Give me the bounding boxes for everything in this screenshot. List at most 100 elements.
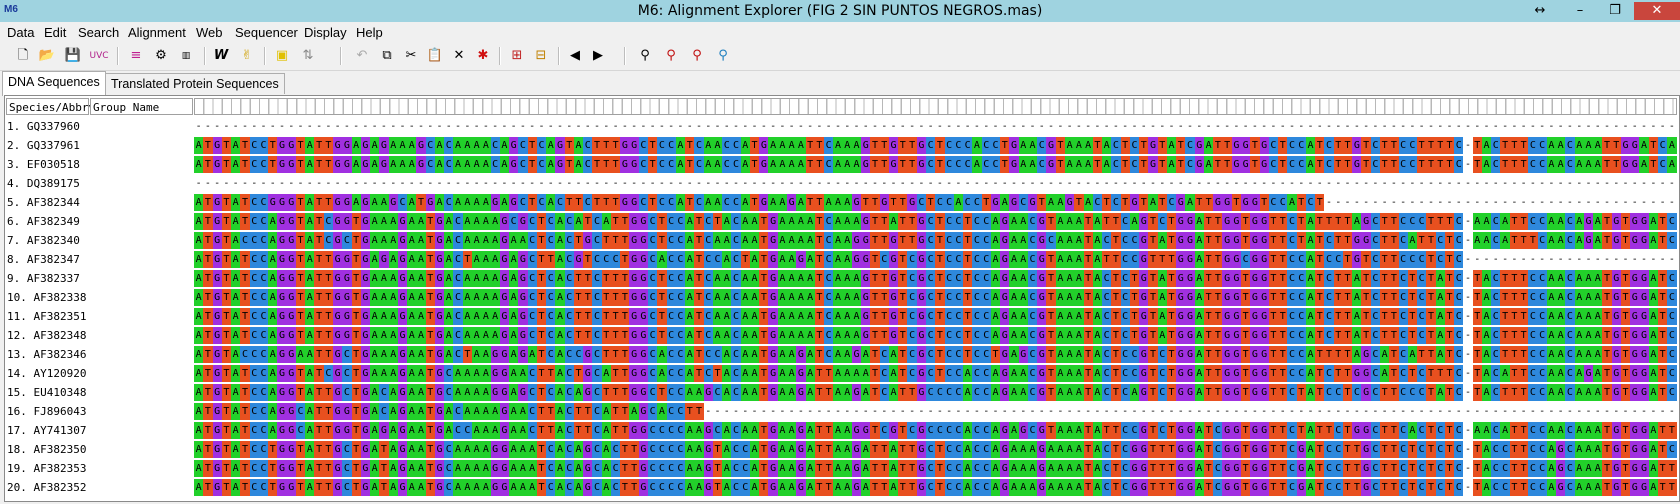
sequence-name[interactable]: 7. AF382340 xyxy=(7,234,80,247)
group-name-cell[interactable] xyxy=(89,402,192,421)
sequence-name[interactable]: 4. DQ389175 xyxy=(7,177,80,190)
sequence-row[interactable]: 18. AF382350 A T G T A T C C T G G T A T T G C T G A T A G A A T G C… xyxy=(5,440,1679,459)
minimize-button[interactable]: – xyxy=(1576,3,1584,18)
w-icon[interactable]: W xyxy=(213,48,229,63)
group-name-cell[interactable] xyxy=(89,307,192,326)
sequence-row[interactable]: 12. AF382348 A T G T A T C C A G G T A T T G G T G A A A G A A T G A… xyxy=(5,326,1679,345)
sequence-row[interactable]: 9. AF382337 A T G T A T C C A G G T A T T G G T G A A A G A A T G A C… xyxy=(5,269,1679,288)
sequence-row[interactable]: 17. AY741307 A T G T A T C C A G G C A T T G G T G A G A G A A T G A… xyxy=(5,421,1679,440)
close-button[interactable]: ✕ xyxy=(1634,2,1680,20)
sequence-row[interactable]: 20. AF382352 A T G T A T C C T G G T A T T G C T G A T A G A A T G C… xyxy=(5,478,1679,497)
find-next-icon[interactable]: ⚲ xyxy=(692,48,702,63)
tab-translated-protein-sequences[interactable]: Translated Protein Sequences xyxy=(105,73,285,94)
sequence-row[interactable]: 1. GQ337960 - - - - - - - - - - - - - - - - - - - - - - - - - - - - -… xyxy=(5,117,1679,136)
sequence-row[interactable]: 5. AF382344 A T G T A T C C G G G T A T T G G A G A A G C A T G A C A… xyxy=(5,193,1679,212)
next-icon[interactable]: ▶ xyxy=(593,48,603,63)
menu-sequencer[interactable]: Sequencer xyxy=(235,25,298,40)
sequence-data[interactable]: ----------------------------------------… xyxy=(194,118,1677,135)
group-name-cell[interactable] xyxy=(89,364,192,383)
mega-app-icon[interactable]: M6 xyxy=(4,4,18,15)
sequence-row[interactable]: 15. EU410348 A T G T A T C C A G G T A T T G C T G A C A G A A T G C… xyxy=(5,383,1679,402)
sequence-row[interactable]: 13. AF382346 A T G T A C C C A G G A A T T G C T G A A A G A A T G A… xyxy=(5,345,1679,364)
group-name-cell[interactable] xyxy=(89,269,192,288)
muscle-icon[interactable]: ✌ xyxy=(241,48,253,63)
sequence-name[interactable]: 18. AF382350 xyxy=(7,443,87,456)
maximize-button[interactable]: ❐ xyxy=(1609,3,1621,18)
group-name-cell[interactable] xyxy=(89,421,192,440)
undo-icon[interactable]: ↶ xyxy=(356,48,368,63)
sequence-row[interactable]: 19. AF382353 A T G T A T C C T G G T A T T G C T G A T A G A A T G C… xyxy=(5,459,1679,478)
sequence-data[interactable]: ----------------------------------------… xyxy=(194,175,1677,192)
group-column-header[interactable]: Group Name xyxy=(90,98,193,115)
group-name-cell[interactable] xyxy=(89,440,192,459)
cut-icon[interactable]: ✂ xyxy=(405,48,417,63)
sequence-row[interactable]: 4. DQ389175 - - - - - - - - - - - - - - - - - - - - - - - - - - - - -… xyxy=(5,174,1679,193)
site-ruler[interactable] xyxy=(194,98,1677,115)
group-name-cell[interactable] xyxy=(89,174,192,193)
menu-search[interactable]: Search xyxy=(78,25,120,40)
menu-edit[interactable]: Edit xyxy=(44,25,67,40)
group-name-cell[interactable] xyxy=(89,231,192,250)
sequence-row[interactable]: 6. AF382349 A T G T A T C C A G G T A T C G G T G A A A G A A T G A C… xyxy=(5,212,1679,231)
sequence-name[interactable]: 1. GQ337960 xyxy=(7,120,80,133)
sequence-name[interactable]: 19. AF382353 xyxy=(7,462,87,475)
sequence-row[interactable]: 10. AF382338 A T G T A T C C A G G T A T T G G T G A A A G A A T G A… xyxy=(5,288,1679,307)
sequence-name[interactable]: 3. EF030518 xyxy=(7,158,80,171)
prev-icon[interactable]: ◀ xyxy=(570,48,580,63)
open-icon[interactable]: 📂 xyxy=(38,48,56,63)
sequence-name[interactable]: 10. AF382338 xyxy=(7,291,87,304)
sequence-name[interactable]: 17. AY741307 xyxy=(7,424,87,437)
delete-gap-icon[interactable]: ✱ xyxy=(477,48,489,63)
menu-alignment[interactable]: Alignment xyxy=(128,25,186,40)
tab-dna-sequences[interactable]: DNA Sequences xyxy=(2,71,106,96)
delete-icon[interactable]: ✕ xyxy=(453,48,465,63)
sequence-name[interactable]: 5. AF382344 xyxy=(7,196,80,209)
sequence-name[interactable]: 8. AF382347 xyxy=(7,253,80,266)
sequence-row[interactable]: 7. AF382340 A T G T A C C C A G G T A T C G C T G A A A G A A T G A C… xyxy=(5,231,1679,250)
group-name-cell[interactable] xyxy=(89,288,192,307)
sequence-name[interactable]: 9. AF382337 xyxy=(7,272,80,285)
group-name-cell[interactable] xyxy=(89,155,192,174)
sequence-row[interactable]: 11. AF382351 A T G T A T C C A G G T A T T G G T G A A A G A A T G A… xyxy=(5,307,1679,326)
group-name-cell[interactable] xyxy=(89,326,192,345)
sequence-name[interactable]: 15. EU410348 xyxy=(7,386,87,399)
split-icon[interactable]: ⇅ xyxy=(302,48,314,63)
sequence-name[interactable]: 16. FJ896043 xyxy=(7,405,87,418)
settings-icon[interactable]: ⚙ xyxy=(155,48,167,63)
new-icon[interactable]: 🗋 xyxy=(17,48,29,63)
sequence-name[interactable]: 14. AY120920 xyxy=(7,367,87,380)
find-prev-icon[interactable]: ⚲ xyxy=(666,48,676,63)
group-name-cell[interactable] xyxy=(89,478,192,497)
sequence-row[interactable]: 8. AF382347 A T G T A T C C A G G T A T T G G T G A G A G A A T G A C… xyxy=(5,250,1679,269)
group-name-cell[interactable] xyxy=(89,212,192,231)
group-name-cell[interactable] xyxy=(89,345,192,364)
paste-icon[interactable]: 📋 xyxy=(426,48,444,63)
uvc-icon[interactable]: UVC xyxy=(89,51,109,61)
sequence-name[interactable]: 20. AF382352 xyxy=(7,481,87,494)
sequence-name[interactable]: 12. AF382348 xyxy=(7,329,87,342)
menu-data[interactable]: Data xyxy=(7,25,35,40)
insert-gap-icon[interactable]: ⊟ xyxy=(535,48,547,63)
group-name-cell[interactable] xyxy=(89,136,192,155)
sequence-name[interactable]: 6. AF382349 xyxy=(7,215,80,228)
species-column-header[interactable]: Species/Abbrv xyxy=(6,98,95,115)
copy-icon[interactable]: ⧉ xyxy=(382,48,392,63)
group-name-cell[interactable] xyxy=(89,193,192,212)
insert-icon[interactable]: ⊞ xyxy=(511,48,523,63)
group-name-cell[interactable] xyxy=(89,459,192,478)
